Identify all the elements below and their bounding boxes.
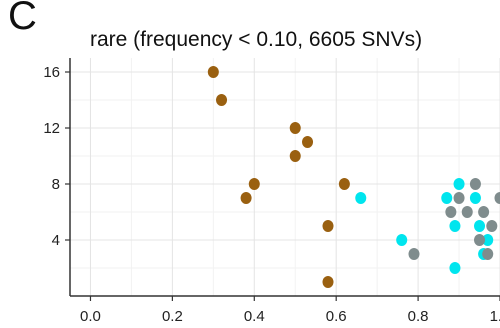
data-point [453,178,465,190]
data-point [478,206,490,218]
data-point [289,150,301,162]
data-point [338,178,350,190]
y-tick-label: 8 [52,176,60,193]
data-point [449,262,461,274]
x-tick-label: 0.4 [244,308,265,325]
data-point [302,136,314,148]
grid-layer [70,58,500,296]
data-point [486,220,498,232]
x-tick-label: 0.6 [326,308,347,325]
chart-title: rare (frequency < 0.10, 6605 SNVs) [90,28,423,51]
data-point [474,220,486,232]
data-point [207,66,219,78]
panel-label: C [8,0,37,38]
x-tick-label: 0.2 [162,308,183,325]
data-point [474,234,486,246]
x-tick-label: 0.8 [408,308,429,325]
data-point [248,178,260,190]
data-point [408,248,420,260]
points-layer [207,66,500,288]
data-point [240,192,252,204]
data-point [355,192,367,204]
data-point [445,206,457,218]
data-point [449,220,461,232]
data-point [469,192,481,204]
axis-layer [65,58,500,301]
tick-layer: 0.0 0.2 0.4 0.6 0.8 1.0 4 8 12 16 [43,64,500,325]
data-point [461,206,473,218]
y-tick-label: 12 [43,120,60,137]
data-point [216,94,228,106]
y-tick-label: 16 [43,64,60,81]
data-point [322,276,334,288]
x-tick-label: 1.0 [490,308,500,325]
data-point [441,192,453,204]
data-point [396,234,408,246]
data-point [482,248,494,260]
data-point [494,192,500,204]
data-point [482,234,494,246]
data-point [469,178,481,190]
data-point [322,220,334,232]
x-tick-label: 0.0 [80,308,101,325]
data-point [453,192,465,204]
data-point [289,122,301,134]
y-tick-label: 4 [52,232,60,249]
